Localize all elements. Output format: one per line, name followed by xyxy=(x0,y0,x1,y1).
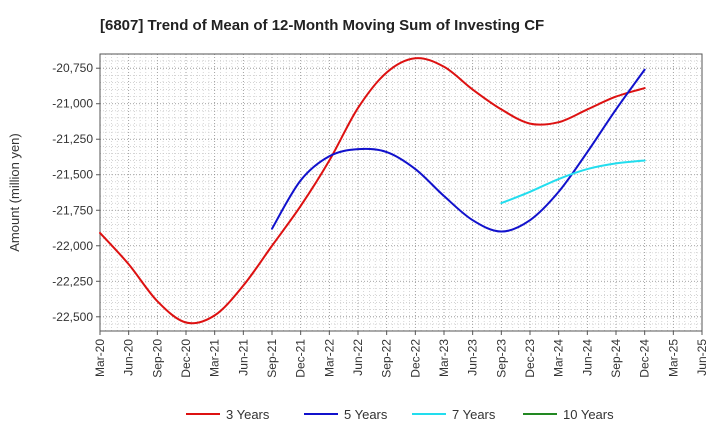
x-tick-label: Jun-24 xyxy=(580,339,594,376)
legend: 3 Years 5 Years 7 Years 10 Years xyxy=(186,407,614,422)
chart-title: [6807] Trend of Mean of 12-Month Moving … xyxy=(100,17,544,34)
legend-label-3-years: 3 Years xyxy=(226,407,270,422)
series-line-5-years xyxy=(271,68,646,233)
x-tick-label: Mar-24 xyxy=(552,339,566,377)
x-tick-label: Jun-25 xyxy=(695,339,709,376)
x-tick-label: Jun-21 xyxy=(236,339,250,376)
y-tick-label: -21,500 xyxy=(52,168,93,182)
y-tick-label: -22,250 xyxy=(52,274,93,288)
y-tick-label: -21,000 xyxy=(52,97,93,111)
x-tick-label: Dec-23 xyxy=(523,339,537,378)
legend-label-10-years: 10 Years xyxy=(563,407,614,422)
y-tick-label: -21,750 xyxy=(52,203,93,217)
x-tick-label: Mar-25 xyxy=(666,339,680,377)
series-line-3-years xyxy=(99,57,646,325)
x-tick-label: Sep-20 xyxy=(150,339,164,378)
x-tick-label: Mar-20 xyxy=(93,339,107,377)
y-tick-label: -20,750 xyxy=(52,61,93,75)
x-tick-label: Dec-21 xyxy=(294,339,308,378)
x-tick-label: Mar-21 xyxy=(208,339,222,377)
y-tick-label: -22,000 xyxy=(52,239,93,253)
x-tick-label: Sep-24 xyxy=(609,339,623,378)
y-tick-label: -21,250 xyxy=(52,132,93,146)
y-ticks: -20,750 -21,000 -21,250 -21,500 -21,750 -22,0… xyxy=(52,61,100,324)
y-tick-label: -22,500 xyxy=(52,310,93,324)
x-tick-label: Dec-22 xyxy=(408,339,422,378)
series-lines xyxy=(99,57,646,325)
x-tick-label: Jun-23 xyxy=(466,339,480,376)
x-tick-label: Sep-23 xyxy=(494,339,508,378)
x-tick-label: Jun-22 xyxy=(351,339,365,376)
x-tick-label: Mar-22 xyxy=(322,339,336,377)
x-tick-label: Jun-20 xyxy=(122,339,136,376)
x-ticks: Mar-20 Jun-20 Sep-20 Dec-20 Mar-21 Jun-21 Sep-… xyxy=(93,331,709,378)
legend-label-5-years: 5 Years xyxy=(344,407,388,422)
series-line-7-years xyxy=(500,159,646,205)
x-tick-label: Sep-22 xyxy=(380,339,394,378)
grid xyxy=(100,54,702,331)
x-tick-label: Dec-20 xyxy=(179,339,193,378)
legend-label-7-years: 7 Years xyxy=(452,407,496,422)
y-axis-label: Amount (million yen) xyxy=(7,133,22,252)
x-tick-label: Sep-21 xyxy=(265,339,279,378)
x-tick-label: Dec-24 xyxy=(638,339,652,378)
plot-frame xyxy=(99,53,703,332)
x-tick-label: Mar-23 xyxy=(437,339,451,377)
